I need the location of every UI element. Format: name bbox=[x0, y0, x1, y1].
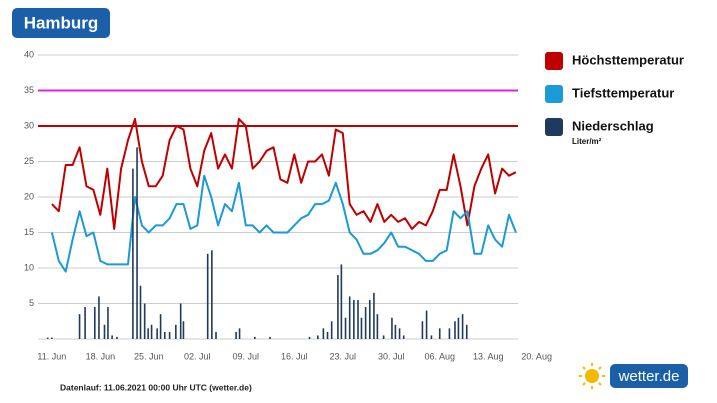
x-tick-label: 18. Jun bbox=[86, 351, 116, 361]
bar bbox=[93, 307, 96, 339]
bar bbox=[357, 299, 359, 339]
bar bbox=[344, 317, 347, 339]
bar bbox=[206, 253, 209, 339]
title-box bbox=[12, 8, 110, 38]
bar bbox=[461, 314, 464, 339]
bar bbox=[150, 324, 153, 339]
bar bbox=[136, 147, 138, 339]
bar bbox=[425, 310, 428, 339]
bar bbox=[182, 321, 185, 339]
legend-swatch bbox=[545, 118, 563, 136]
bar bbox=[269, 336, 271, 339]
y-tick-label: 40 bbox=[24, 49, 34, 59]
x-tick-label: 09. Jul bbox=[233, 351, 260, 361]
x-tick-label: 02. Jul bbox=[184, 351, 211, 361]
bar bbox=[84, 307, 86, 339]
bar bbox=[111, 335, 113, 339]
x-tick-label: 20. Aug bbox=[521, 351, 552, 361]
bar bbox=[448, 328, 451, 339]
bar bbox=[308, 336, 311, 339]
bar bbox=[465, 324, 468, 339]
bar bbox=[421, 321, 424, 339]
bar bbox=[457, 317, 460, 339]
bar bbox=[253, 336, 256, 339]
bar bbox=[147, 328, 149, 339]
bar bbox=[330, 321, 333, 339]
bar bbox=[211, 250, 213, 339]
line bbox=[51, 117, 517, 230]
x-tick-label: 13. Aug bbox=[473, 351, 504, 361]
bar bbox=[78, 314, 81, 339]
bar bbox=[98, 296, 100, 339]
bar bbox=[168, 331, 171, 339]
bar bbox=[235, 331, 237, 339]
x-tick-label: 11. Jun bbox=[37, 351, 66, 361]
legend-swatch bbox=[545, 85, 563, 103]
bar bbox=[238, 328, 241, 339]
bar bbox=[179, 303, 182, 339]
bar bbox=[402, 335, 405, 339]
legend-label: Niederschlag bbox=[572, 118, 654, 133]
bar bbox=[143, 303, 146, 339]
y-tick-label: 5 bbox=[29, 298, 34, 308]
x-tick-label: 30. Jul bbox=[378, 351, 405, 361]
logo-box bbox=[610, 364, 688, 388]
bar bbox=[326, 331, 329, 339]
bar bbox=[353, 299, 355, 339]
bar bbox=[454, 321, 456, 339]
legend-unit: Liter/m² bbox=[572, 137, 602, 146]
bar bbox=[317, 335, 319, 339]
chart-title: Hamburg bbox=[24, 13, 99, 32]
x-tick-label: 16. Jul bbox=[281, 351, 308, 361]
logo: wetter.de bbox=[618, 368, 680, 385]
bar bbox=[391, 317, 393, 339]
bar bbox=[159, 314, 162, 339]
x-tick-label: 23. Jul bbox=[329, 351, 356, 361]
bar bbox=[438, 328, 441, 339]
x-tick-label: 06. Aug bbox=[424, 351, 455, 361]
bar bbox=[394, 324, 397, 339]
y-tick-label: 25 bbox=[24, 156, 34, 166]
bar bbox=[116, 336, 118, 339]
bar bbox=[163, 331, 166, 339]
logo-sun bbox=[579, 363, 605, 389]
bar bbox=[376, 314, 379, 339]
bar bbox=[364, 307, 367, 339]
bar bbox=[51, 337, 53, 339]
bar bbox=[139, 285, 142, 339]
bar bbox=[322, 328, 325, 339]
legend-label: Tiefsttemperatur bbox=[572, 85, 674, 100]
bar bbox=[398, 328, 401, 339]
bar bbox=[132, 168, 134, 339]
bar bbox=[215, 331, 217, 339]
legend-swatch bbox=[545, 52, 563, 70]
bar bbox=[107, 307, 109, 339]
bar bbox=[360, 317, 363, 339]
bar bbox=[46, 337, 49, 339]
bar bbox=[430, 335, 433, 339]
x-tick-label: 25. Jun bbox=[134, 351, 164, 361]
bar bbox=[340, 264, 343, 339]
y-tick-label: 15 bbox=[24, 227, 34, 237]
y-tick-label: 30 bbox=[24, 120, 34, 130]
bar bbox=[368, 299, 371, 339]
bar bbox=[382, 335, 385, 339]
bar bbox=[103, 324, 106, 339]
bar bbox=[337, 275, 339, 339]
footer: Datenlauf: 11.06.2021 00:00 Uhr UTC (wet… bbox=[60, 382, 252, 392]
bar bbox=[348, 296, 351, 339]
y-tick-label: 20 bbox=[24, 191, 34, 201]
y-tick-label: 10 bbox=[24, 262, 34, 272]
bar bbox=[175, 324, 177, 339]
y-tick-label: 35 bbox=[24, 85, 34, 95]
line bbox=[50, 174, 517, 273]
bar bbox=[156, 328, 158, 339]
legend-label: Höchsttemperatur bbox=[572, 52, 684, 67]
bar bbox=[373, 292, 375, 339]
